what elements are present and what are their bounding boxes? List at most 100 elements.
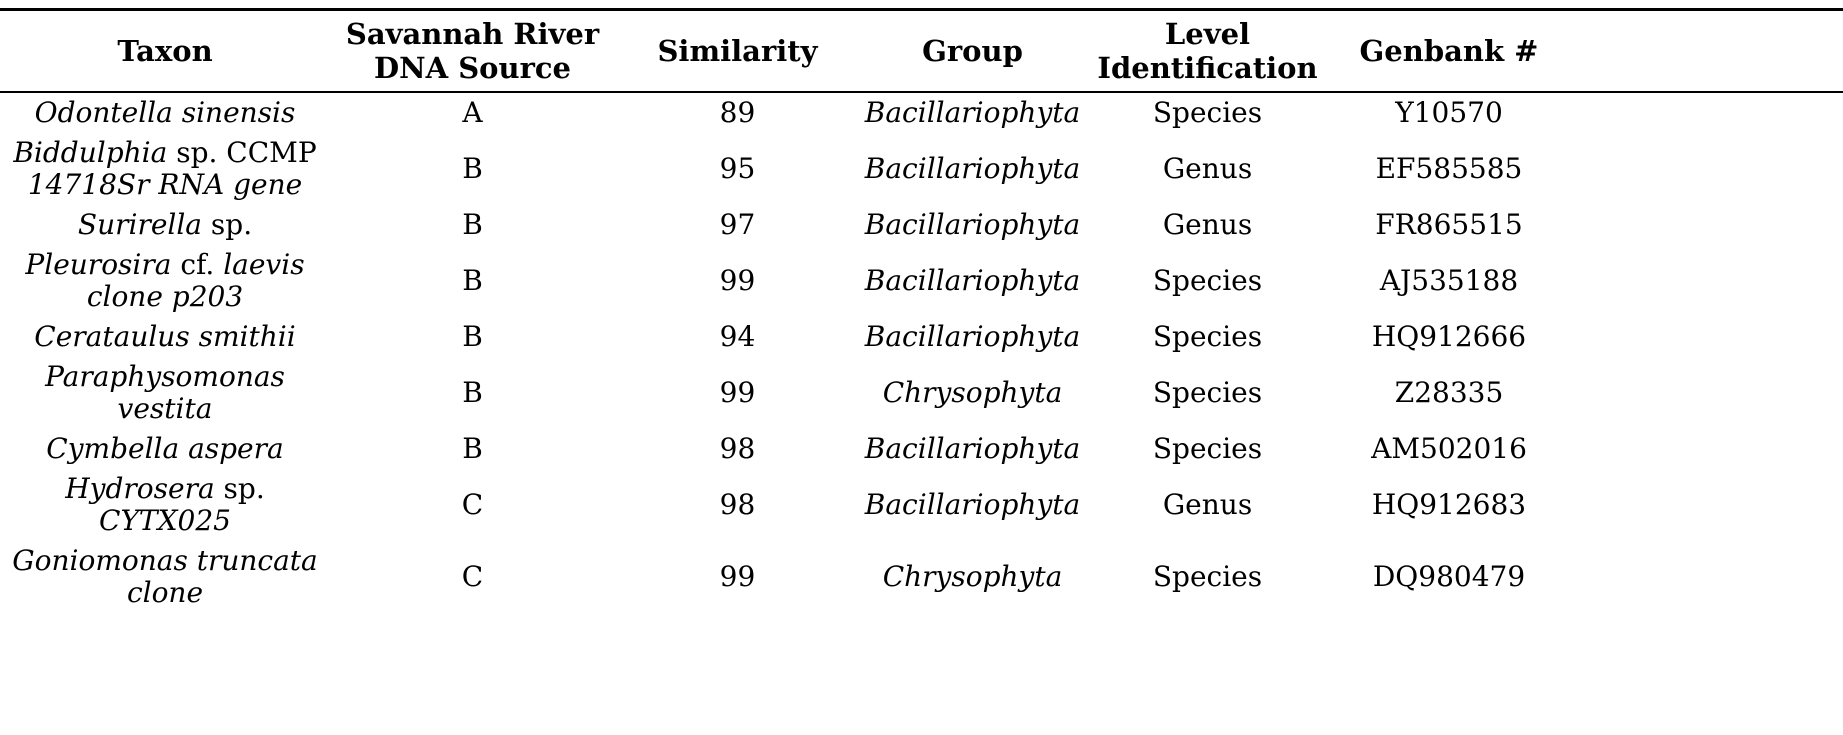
taxon-name-segment: Cymbella aspera (46, 432, 284, 465)
taxon-cell: Goniomonas truncata clone (0, 541, 330, 613)
taxon-name-segment: sp. (202, 208, 253, 241)
level-identification-cell: Species (1152, 560, 1263, 593)
spacer-cell (1568, 541, 1843, 613)
similarity-cell: 94 (719, 320, 756, 353)
dna-source-cell: B (462, 152, 483, 185)
table-row: Biddulphia sp. CCMP 14718Sr RNA gene B 95 Ba… (0, 133, 1843, 205)
taxon-name-segment: Cerataulus smithii (34, 320, 296, 353)
taxon-name-segment: Surirella (77, 208, 203, 241)
level-identification-cell: Species (1152, 376, 1263, 409)
taxon-name-segment: cf. (171, 248, 224, 281)
spacer-cell (1568, 245, 1843, 317)
taxon-name-segment: Goniomonas truncata (12, 544, 318, 577)
taxon-cell: Odontella sinensis (0, 92, 330, 133)
table-row: Cymbella aspera B 98 Bacillariophyta Species… (0, 429, 1843, 469)
spacer-cell (1568, 469, 1843, 541)
group-cell: Bacillariophyta (864, 208, 1081, 241)
taxon-cell: Biddulphia sp. CCMP 14718Sr RNA gene (0, 133, 330, 205)
dna-source-cell: B (462, 432, 483, 465)
taxon-name-segment: Odontella sinensis (34, 96, 296, 129)
taxon-name-segment: laevis (223, 248, 305, 281)
spacer-cell (1568, 317, 1843, 357)
group-cell: Bacillariophyta (864, 264, 1081, 297)
table-row: Odontella sinensis A 89 Bacillariophyta Spec… (0, 92, 1843, 133)
taxa-results-table: Taxon Savannah River DNA Source Similarity G… (0, 8, 1843, 613)
level-identification-cell: Genus (1162, 488, 1253, 521)
group-cell: Chrysophyta (882, 560, 1063, 593)
taxon-cell: Surirella sp. (0, 205, 330, 245)
spacer-cell (1568, 429, 1843, 469)
dna-source-cell: C (461, 560, 484, 593)
taxon-name-segment: Hydrosera (65, 472, 215, 505)
spacer-cell (1568, 205, 1843, 245)
taxon-cell: Hydrosera sp. CYTX025 (0, 469, 330, 541)
group-cell: Bacillariophyta (864, 488, 1081, 521)
table-row: Hydrosera sp. CYTX025 C 98 Bacillariophyta Ge… (0, 469, 1843, 541)
table-row: Pleurosira cf. laevis clone p203 B 99 Bacill… (0, 245, 1843, 317)
column-header-taxon: Taxon (0, 9, 330, 93)
dna-source-cell: C (461, 488, 484, 521)
similarity-cell: 98 (719, 488, 756, 521)
taxon-cell: Cymbella aspera (0, 429, 330, 469)
genbank-cell: DQ980479 (1372, 560, 1526, 593)
paper-table-container: Taxon Savannah River DNA Source Similarity G… (0, 8, 1843, 613)
dna-source-cell: B (462, 264, 483, 297)
level-identification-cell: Genus (1162, 208, 1253, 241)
genbank-cell: AM502016 (1371, 432, 1527, 465)
taxon-name-segment: CYTX025 (99, 504, 231, 537)
spacer-cell (1568, 357, 1843, 429)
genbank-cell: Z28335 (1394, 376, 1504, 409)
taxon-cell: Pleurosira cf. laevis clone p203 (0, 245, 330, 317)
table-body: Odontella sinensis A 89 Bacillariophyta Spec… (0, 92, 1843, 613)
group-cell: Bacillariophyta (864, 96, 1081, 129)
similarity-cell: 89 (719, 96, 756, 129)
taxon-name-segment: clone p203 (86, 280, 244, 313)
group-cell: Bacillariophyta (864, 432, 1081, 465)
genbank-cell: EF585585 (1375, 152, 1523, 185)
column-header-sim: Similarity (615, 9, 860, 93)
similarity-cell: 99 (719, 264, 756, 297)
level-identification-cell: Species (1152, 320, 1263, 353)
taxon-name-segment: 14718Sr RNA gene (27, 168, 303, 201)
level-identification-cell: Species (1152, 264, 1263, 297)
similarity-cell: 99 (719, 376, 756, 409)
taxon-name-segment: clone (126, 576, 204, 609)
table-row: Goniomonas truncata clone C 99 Chrysophyta Sp… (0, 541, 1843, 613)
table-row: Surirella sp. B 97 Bacillariophyta Genus FR86… (0, 205, 1843, 245)
table-row: Paraphysomonas vestita B 99 Chrysophyta Speci… (0, 357, 1843, 429)
taxon-name-segment: vestita (117, 392, 213, 425)
dna-source-cell: A (462, 96, 483, 129)
group-cell: Bacillariophyta (864, 320, 1081, 353)
group-cell: Chrysophyta (882, 376, 1063, 409)
taxon-name-segment: Biddulphia (13, 136, 168, 169)
column-header-level: Level Identification (1085, 9, 1330, 93)
genbank-cell: Y10570 (1395, 96, 1503, 129)
similarity-cell: 98 (719, 432, 756, 465)
column-header-spacer (1568, 9, 1843, 93)
level-identification-cell: Species (1152, 432, 1263, 465)
table-row: Cerataulus smithii B 94 Bacillariophyta Spec… (0, 317, 1843, 357)
taxon-cell: Paraphysomonas vestita (0, 357, 330, 429)
genbank-cell: HQ912683 (1371, 488, 1527, 521)
similarity-cell: 97 (719, 208, 756, 241)
taxon-name-segment: Paraphysomonas (45, 360, 285, 393)
level-identification-cell: Species (1152, 96, 1263, 129)
group-cell: Bacillariophyta (864, 152, 1081, 185)
column-header-source: Savannah River DNA Source (330, 9, 615, 93)
spacer-cell (1568, 92, 1843, 133)
taxon-name-segment: Pleurosira (25, 248, 172, 281)
taxon-name-segment: sp. CCMP (167, 136, 317, 169)
genbank-cell: AJ535188 (1379, 264, 1519, 297)
table-header: Taxon Savannah River DNA Source Similarity G… (0, 9, 1843, 93)
genbank-cell: FR865515 (1375, 208, 1523, 241)
similarity-cell: 95 (719, 152, 756, 185)
table-header-row: Taxon Savannah River DNA Source Similarity G… (0, 9, 1843, 93)
dna-source-cell: B (462, 320, 483, 353)
level-identification-cell: Genus (1162, 152, 1253, 185)
dna-source-cell: B (462, 376, 483, 409)
similarity-cell: 99 (719, 560, 756, 593)
column-header-genbank: Genbank # (1330, 9, 1568, 93)
taxon-name-segment: sp. (214, 472, 265, 505)
genbank-cell: HQ912666 (1371, 320, 1527, 353)
dna-source-cell: B (462, 208, 483, 241)
